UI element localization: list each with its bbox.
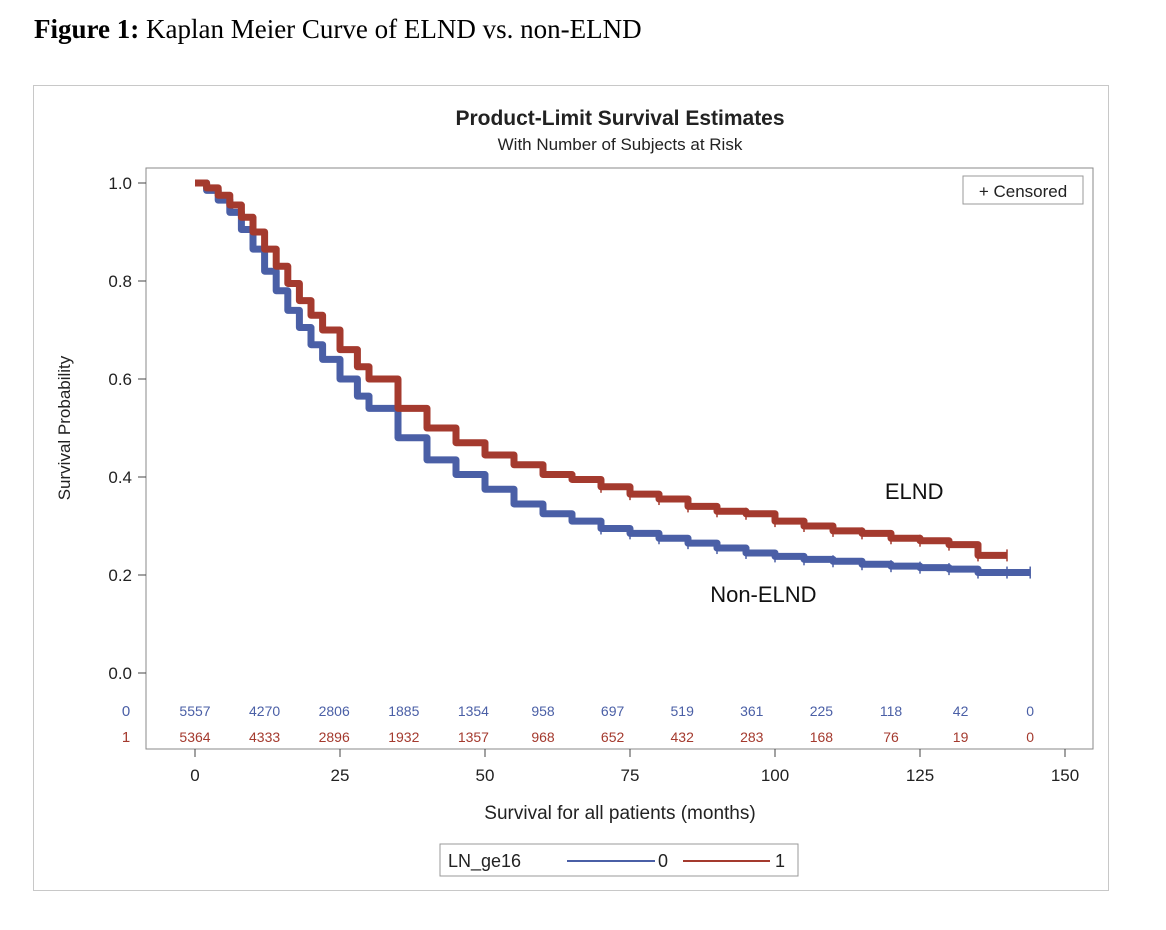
plot-area [145, 167, 1094, 750]
at-risk-count: 76 [883, 729, 899, 745]
curve-annotation: Non-ELND [710, 582, 816, 607]
at-risk-count: 968 [531, 729, 555, 745]
censored-legend-box [962, 175, 1084, 205]
at-risk-count: 697 [601, 703, 625, 719]
chart-title: Product-Limit Survival Estimates [455, 107, 784, 130]
at-risk-count: 432 [671, 729, 695, 745]
at-risk-count: 958 [531, 703, 555, 719]
y-tick-label: 0.6 [108, 370, 132, 389]
at-risk-count: 652 [601, 729, 625, 745]
chart-subtitle: With Number of Subjects at Risk [498, 135, 743, 154]
at-risk-count: 1354 [458, 703, 489, 719]
at-risk-count: 19 [953, 729, 969, 745]
at-risk-count: 519 [671, 703, 695, 719]
at-risk-count: 283 [740, 729, 764, 745]
at-risk-count: 168 [810, 729, 834, 745]
survival-curves [195, 179, 1031, 579]
x-axis-label: Survival for all patients (months) [484, 803, 755, 824]
survival-curve-0 [195, 179, 1031, 577]
at-risk-count: 0 [1026, 729, 1034, 745]
x-tick-label: 100 [761, 766, 789, 785]
x-tick-label: 75 [621, 766, 640, 785]
at-risk-count: 0 [1026, 703, 1034, 719]
curve-annotation: ELND [885, 479, 944, 504]
x-tick-label: 150 [1051, 766, 1079, 785]
censored-legend: + Censored [962, 175, 1084, 205]
figure-caption: Figure 1: Kaplan Meier Curve of ELND vs.… [34, 14, 642, 45]
at-risk-count: 118 [880, 703, 903, 719]
y-tick-label: 0.8 [108, 272, 132, 291]
at-risk-count: 42 [953, 703, 969, 719]
chart-frame [33, 85, 1109, 891]
figure-caption-text: Kaplan Meier Curve of ELND vs. non-ELND [139, 14, 642, 44]
legend-title: LN_ge16 [448, 851, 521, 872]
legend-label-0: 0 [658, 851, 668, 871]
at-risk-table: 0 5557 4270 2806 1885 1354 958 697 519 361 225 118 4… [122, 703, 1034, 746]
at-risk-count: 225 [810, 703, 834, 719]
at-risk-count: 2896 [319, 729, 350, 745]
at-risk-count: 5557 [179, 703, 210, 719]
x-tick-label: 125 [906, 766, 934, 785]
at-risk-count: 5364 [179, 729, 210, 745]
at-risk-group-label: 1 [122, 729, 130, 746]
y-tick-label: 0.2 [108, 566, 132, 585]
at-risk-count: 4270 [249, 703, 280, 719]
y-axis-label: Survival Probability [55, 355, 74, 500]
x-tick-label: 0 [190, 766, 199, 785]
x-tick-label: 50 [476, 766, 495, 785]
x-tick-label: 25 [331, 766, 350, 785]
y-tick-label: 1.0 [108, 174, 132, 193]
x-axis: 0 25 50 75 100 125 150 [190, 749, 1079, 785]
at-risk-count: 361 [740, 703, 764, 719]
figure-label: Figure 1: [34, 14, 140, 44]
legend-label-1: 1 [775, 851, 785, 871]
y-axis: 0.0 0.2 0.4 0.6 0.8 1.0 [108, 174, 146, 683]
chart-legend: LN_ge16 0 1 [439, 843, 799, 877]
at-risk-count: 1932 [388, 729, 419, 745]
at-risk-group-label: 0 [122, 703, 130, 720]
censored-legend-label: + Censored [979, 182, 1067, 201]
at-risk-count: 2806 [319, 703, 350, 719]
y-tick-label: 0.0 [108, 664, 132, 683]
at-risk-count: 1885 [388, 703, 419, 719]
at-risk-count: 1357 [458, 729, 489, 745]
y-tick-label: 0.4 [108, 468, 132, 487]
at-risk-count: 4333 [249, 729, 280, 745]
curve-annotations: ELND Non-ELND [710, 479, 943, 607]
